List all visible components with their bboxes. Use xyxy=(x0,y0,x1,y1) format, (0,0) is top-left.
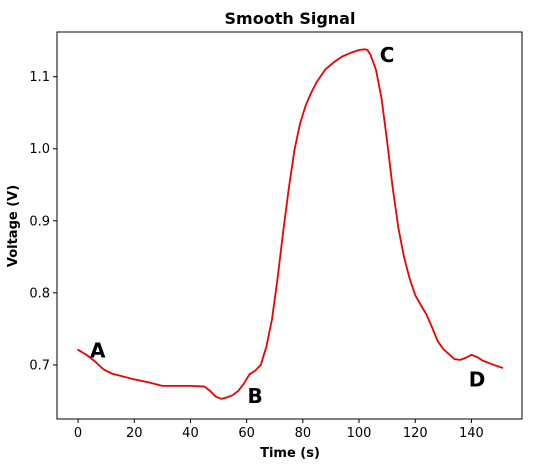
y-tick-label: 0.8 xyxy=(29,286,50,301)
series-line-0 xyxy=(77,48,504,400)
y-tick-label: 0.7 xyxy=(29,358,50,373)
x-tick-label: 20 xyxy=(126,426,143,441)
plot-frame xyxy=(56,31,523,420)
x-axis-label: Time (s) xyxy=(260,446,320,461)
x-tick-label: 40 xyxy=(182,426,199,441)
plot-area: 0 20 40 60 80 100 120 140 0.7 0.8 0.9 1.0 1.1 A B C D xyxy=(29,31,523,441)
x-tick-label: 60 xyxy=(238,426,255,441)
y-tick-label: 0.9 xyxy=(29,214,50,229)
chart-title: Smooth Signal xyxy=(225,9,356,28)
annotation-a: A xyxy=(90,339,106,363)
x-tick-label: 120 xyxy=(403,426,428,441)
y-tick-label: 1.1 xyxy=(29,70,50,85)
x-tick-label: 80 xyxy=(295,426,312,441)
y-axis-label: Voltage (V) xyxy=(6,185,21,267)
annotation-c: C xyxy=(380,43,395,67)
y-tick-label: 1.0 xyxy=(29,142,50,157)
x-tick-label: 0 xyxy=(74,426,82,441)
annotation-d: D xyxy=(469,367,486,391)
x-tick-label: 100 xyxy=(347,426,372,441)
x-tick-label: 140 xyxy=(459,426,484,441)
annotation-b: B xyxy=(247,384,262,408)
